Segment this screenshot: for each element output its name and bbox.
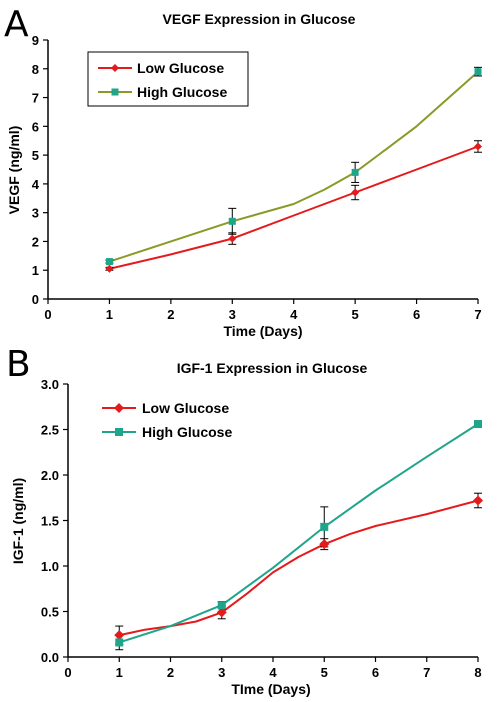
y-tick-label: 7 — [32, 91, 39, 106]
x-tick-label: 3 — [218, 665, 225, 680]
x-tick-label: 4 — [269, 665, 277, 680]
x-tick-label: 6 — [372, 665, 379, 680]
series-line-high-glucose — [118, 423, 479, 644]
x-axis-ticks: 0 1 2 3 4 5 6 7 — [44, 299, 482, 322]
legend-item-high-glucose: High Glucose — [102, 424, 232, 440]
y-tick-label: 1 — [32, 263, 39, 278]
legend: Low Glucose High Glucose — [87, 51, 249, 107]
chart-title: VEGF Expression in Glucose — [163, 11, 356, 27]
legend-label-low-glucose: Low Glucose — [137, 60, 224, 76]
x-tick-label: 3 — [229, 307, 236, 322]
data-point-high-glucose — [474, 68, 482, 76]
legend-marker-high-glucose — [111, 88, 119, 96]
data-point-high-glucose — [228, 217, 236, 225]
series-line-low-glucose — [109, 145, 479, 270]
y-tick-label: 5 — [32, 148, 39, 163]
panel-letter-a: A — [4, 4, 29, 45]
y-tick-label: 9 — [32, 33, 39, 48]
legend-box — [87, 51, 249, 107]
data-point-high-glucose — [351, 168, 359, 176]
data-point-low-glucose — [351, 188, 360, 197]
axes — [47, 40, 478, 300]
x-tick-label: 6 — [413, 307, 420, 322]
y-tick-label: 3.0 — [41, 377, 59, 392]
x-axis-title: Time (Days) — [223, 323, 302, 339]
chart-title: IGF-1 Expression in Glucose — [177, 360, 368, 376]
x-tick-label: 5 — [321, 665, 328, 680]
data-point-high-glucose — [320, 522, 329, 531]
y-tick-label: 8 — [32, 62, 39, 77]
plot-area — [105, 66, 482, 273]
x-tick-label: 7 — [474, 307, 481, 322]
x-tick-label: 0 — [64, 665, 71, 680]
data-point-low-glucose — [319, 539, 330, 550]
series-line-high-glucose — [109, 70, 479, 263]
data-point-high-glucose — [217, 601, 226, 610]
data-point-high-glucose — [474, 420, 482, 429]
y-tick-label: 4 — [32, 177, 40, 192]
x-tick-label: 1 — [116, 665, 123, 680]
y-tick-label: 2 — [32, 234, 39, 249]
legend-marker-high-glucose — [115, 428, 123, 436]
x-tick-label: 5 — [352, 307, 359, 322]
y-tick-label: 1.0 — [41, 559, 59, 574]
x-tick-label: 4 — [290, 307, 298, 322]
x-tick-label: 2 — [167, 307, 174, 322]
data-point-low-glucose — [216, 607, 227, 618]
data-point-low-glucose — [114, 630, 125, 641]
data-point-low-glucose — [105, 264, 114, 273]
y-tick-label: 2.5 — [41, 423, 59, 438]
data-point-high-glucose — [105, 258, 113, 266]
y-tick-label: 0 — [32, 292, 39, 307]
y-axis-title: IGF-1 (ng/ml) — [10, 478, 26, 564]
y-tick-label: 0.0 — [41, 650, 59, 665]
legend: Low Glucose High Glucose — [102, 400, 232, 440]
legend-label-high-glucose: High Glucose — [137, 84, 227, 100]
legend-label-high-glucose: High Glucose — [142, 424, 232, 440]
series-line-low-glucose — [119, 499, 479, 637]
y-tick-label: 6 — [32, 119, 39, 134]
x-tick-label: 8 — [474, 665, 481, 680]
legend-marker-low-glucose — [111, 64, 119, 72]
plot-area — [114, 420, 483, 651]
y-tick-label: 2.0 — [41, 468, 59, 483]
x-tick-label: 0 — [44, 307, 51, 322]
legend-item-low-glucose: Low Glucose — [98, 60, 224, 76]
data-point-low-glucose — [473, 495, 483, 506]
data-point-low-glucose — [228, 234, 237, 243]
y-axis-ticks: 0 1 2 3 4 5 6 7 8 9 — [32, 33, 48, 307]
legend-marker-low-glucose — [114, 403, 124, 413]
panel-letter-b: B — [6, 344, 31, 385]
y-axis-title: VEGF (ng/ml) — [6, 126, 22, 215]
legend-item-high-glucose: High Glucose — [98, 84, 227, 100]
legend-label-low-glucose: Low Glucose — [142, 400, 229, 416]
data-point-high-glucose — [115, 638, 124, 647]
chart-vegf: A VEGF Expression in Glucose 0 1 2 3 4 5 6 7 0 1… — [4, 4, 482, 339]
y-axis-ticks: 0.0 0.5 1.0 1.5 2.0 2.5 3.0 — [41, 377, 68, 665]
data-point-low-glucose — [474, 142, 482, 151]
x-axis-ticks: 0 1 2 3 4 5 6 7 8 — [64, 657, 482, 680]
x-tick-label: 7 — [423, 665, 430, 680]
x-tick-label: 1 — [106, 307, 113, 322]
y-tick-label: 0.5 — [41, 605, 59, 620]
legend-item-low-glucose: Low Glucose — [102, 400, 229, 416]
axes — [67, 384, 478, 658]
y-tick-label: 3 — [32, 206, 39, 221]
x-axis-title: TIme (Days) — [231, 681, 310, 697]
x-tick-label: 2 — [167, 665, 174, 680]
y-tick-label: 1.5 — [41, 514, 59, 529]
